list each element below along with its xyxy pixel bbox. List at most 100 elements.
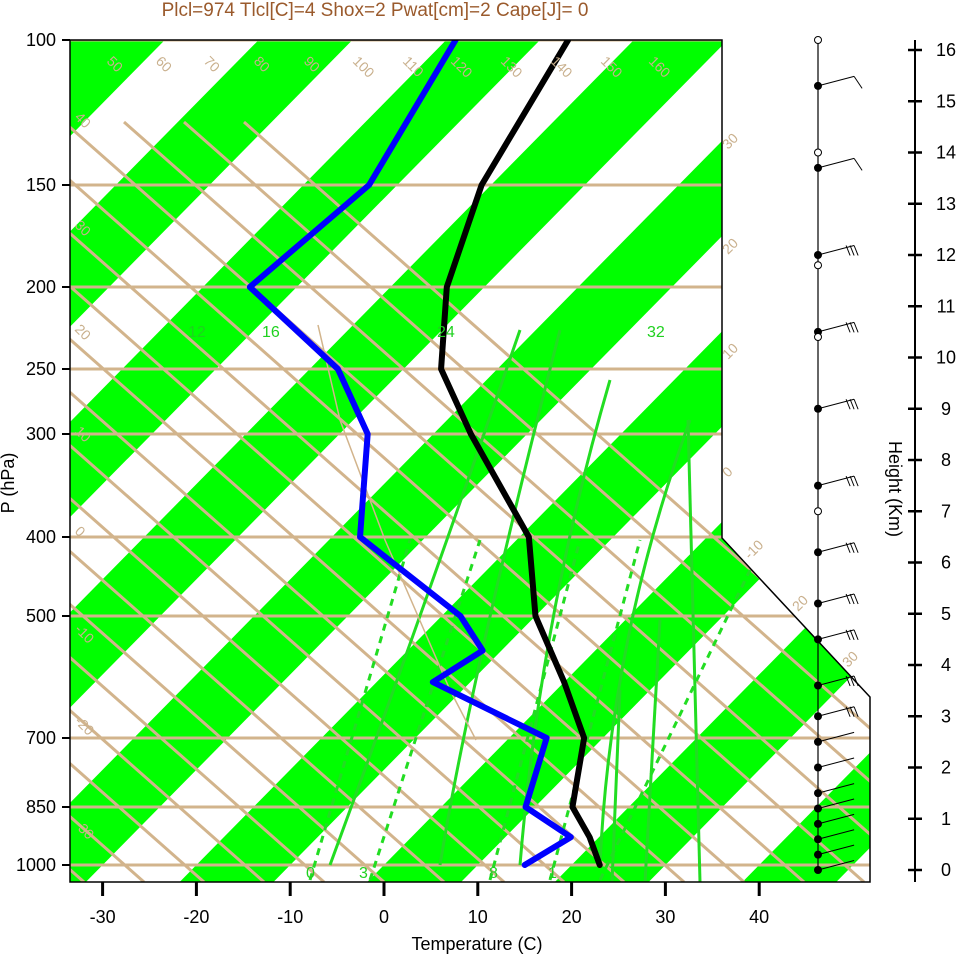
wind-barb-feather xyxy=(853,76,863,89)
temperature-point xyxy=(583,737,585,739)
dry-adiabat-line xyxy=(70,120,870,882)
sounding-series xyxy=(246,40,603,868)
moist-adiabat-line xyxy=(438,329,562,866)
dewpoint-point xyxy=(249,286,251,288)
mixing-ratio-line xyxy=(598,569,752,881)
height-tick-label: 10 xyxy=(936,348,956,368)
right-edge-label: -10 xyxy=(741,536,767,562)
y-tick-label: 400 xyxy=(26,527,56,547)
y-tick-label: 500 xyxy=(26,606,56,626)
wind-barb xyxy=(817,593,855,604)
wind-barb-feather xyxy=(845,675,851,687)
wind-barb-feather xyxy=(845,593,851,605)
isoline-grid xyxy=(70,40,870,882)
wind-level-open-dot xyxy=(814,507,822,516)
dry-adiabat-line xyxy=(70,120,805,882)
wind-barb xyxy=(817,783,855,794)
wind-barb xyxy=(817,675,855,686)
temperature-point xyxy=(528,536,530,538)
height-tick-label: 11 xyxy=(937,296,956,316)
height-tick-label: 16 xyxy=(936,40,956,60)
wind-barb-feather xyxy=(849,245,855,256)
isotherm-band xyxy=(179,40,870,882)
y-tick-label: 850 xyxy=(26,797,56,817)
wind-barb-feather xyxy=(845,245,851,256)
wind-barb xyxy=(817,844,855,856)
y-tick-label: 150 xyxy=(26,175,56,195)
x-tick-label: -10 xyxy=(277,907,303,927)
wind-barb-feather xyxy=(845,706,851,717)
height-tick-label: 14 xyxy=(936,143,956,163)
y-tick-label: 250 xyxy=(26,359,56,379)
wind-barb-feather xyxy=(849,542,855,553)
isotherm-band xyxy=(554,40,870,882)
height-tick-label: 5 xyxy=(941,604,951,624)
x-tick-label: 30 xyxy=(655,907,675,927)
wind-barb-feather xyxy=(849,322,855,333)
moist-adiabat-line xyxy=(328,329,522,866)
wind-barb-feather xyxy=(845,399,851,410)
dry-adiabat-line xyxy=(70,120,265,882)
temperature-point xyxy=(440,368,442,370)
height-tick-label: 8 xyxy=(941,450,951,470)
dry-adiabat-line xyxy=(183,120,870,882)
isotherm-label: 60 xyxy=(153,53,175,75)
dry-adiabat-line xyxy=(70,120,385,882)
dewpoint-point xyxy=(570,836,572,838)
wind-barb-feather xyxy=(853,706,859,717)
temperature-point xyxy=(481,184,483,186)
wind-barb xyxy=(817,629,855,640)
wind-barb-feather xyxy=(853,593,859,605)
parcel-path-line xyxy=(317,324,477,741)
dewpoint-point xyxy=(524,864,526,866)
height-tick-label: 12 xyxy=(936,245,956,265)
y-tick-label: 300 xyxy=(26,424,56,444)
wind-barb xyxy=(817,75,855,87)
moist-adiabat-line xyxy=(598,419,692,866)
x-tick-label: 20 xyxy=(562,907,582,927)
x-tick-label: -20 xyxy=(183,907,209,927)
wind-barb xyxy=(817,798,855,809)
mixing-ratio-label: 32 xyxy=(647,324,665,341)
wind-barb-feather xyxy=(853,322,859,333)
wind-level-open-dot xyxy=(814,36,822,44)
y-tick-label: 200 xyxy=(26,277,56,297)
isotherm-band xyxy=(70,40,353,882)
plot-frame xyxy=(69,39,871,883)
wind-barb-feather xyxy=(849,399,855,410)
x-tick-label: -30 xyxy=(90,907,116,927)
saturated-adiabat-line xyxy=(643,619,662,882)
dry-adiabat-line xyxy=(70,120,445,882)
wind-barb xyxy=(817,398,855,410)
mixing-ratio-bottom-label: 1 xyxy=(548,865,557,882)
dry-adiabat-line xyxy=(70,120,865,882)
dry-adiabat-line xyxy=(70,120,505,882)
dry-adiabat-line xyxy=(70,120,565,882)
mixing-ratio-bottom-label: 8 xyxy=(489,865,498,882)
temperature-point xyxy=(563,681,565,683)
height-tick-label: 0 xyxy=(941,860,951,880)
temperature-point xyxy=(534,615,536,617)
wind-barb xyxy=(817,321,855,333)
wind-barb xyxy=(817,757,855,768)
temperature-point xyxy=(571,806,573,808)
wind-barb xyxy=(817,157,855,169)
mixing-ratio-line xyxy=(488,539,582,881)
y-axis-title: P (hPa) xyxy=(0,453,18,514)
isotherm-label: 100 xyxy=(350,53,378,81)
temperature-point xyxy=(599,864,601,866)
wind-barb-feather xyxy=(853,158,863,171)
height-tick-label: 15 xyxy=(936,91,956,111)
left-edge-label: 20 xyxy=(72,321,94,343)
saturated-adiabat-line xyxy=(686,419,702,882)
y-tick-label: 100 xyxy=(26,30,56,50)
isotherm-band xyxy=(70,40,870,882)
wind-barb xyxy=(817,542,855,553)
wind-barb xyxy=(817,475,855,487)
temperature-point xyxy=(470,433,472,435)
x-tick-label: 0 xyxy=(379,907,389,927)
wind-barb-feather xyxy=(853,399,859,410)
wind-barb-feather xyxy=(853,675,859,687)
height-tick-label: 7 xyxy=(941,501,951,521)
dewpoint-point xyxy=(359,536,361,538)
